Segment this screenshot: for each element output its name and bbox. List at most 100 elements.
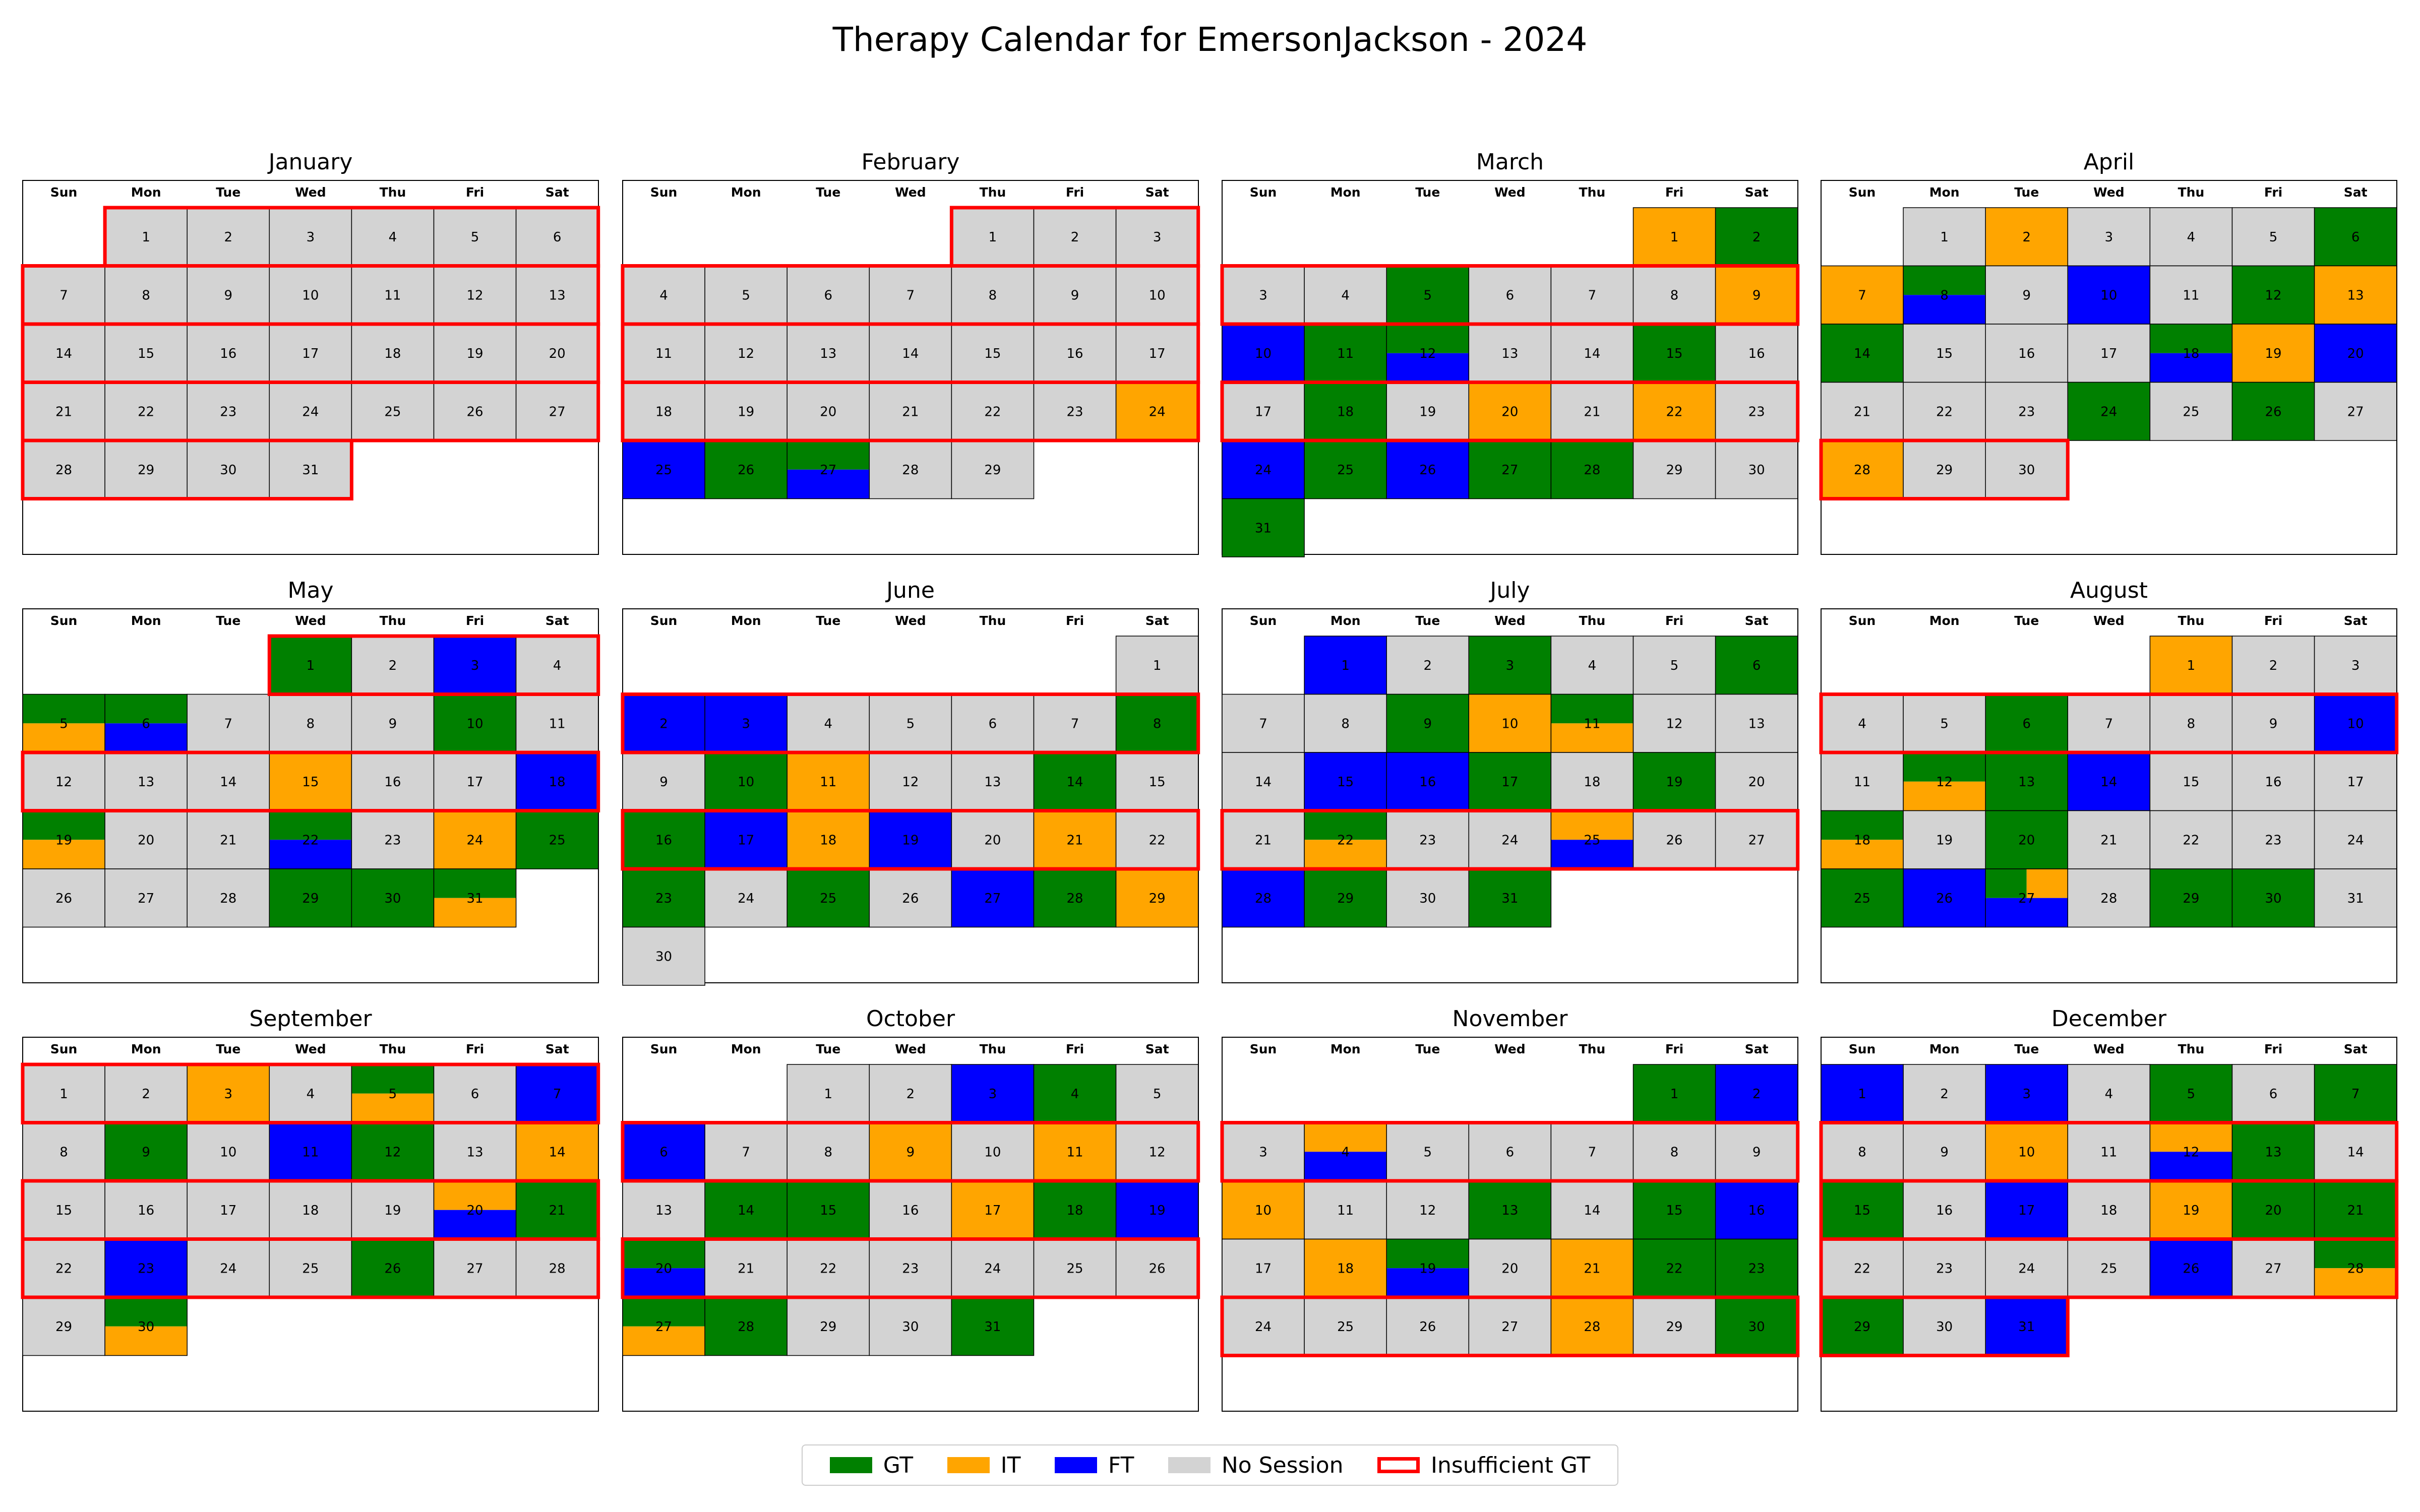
day-cell-july-29: 29 (1304, 868, 1387, 928)
day-number: 30 (138, 1319, 154, 1335)
day-number: 15 (1149, 775, 1166, 790)
month-title-december: December (2051, 1006, 2167, 1032)
day-number: 3 (1259, 1145, 1267, 1160)
no-session-mark (2314, 636, 2397, 695)
no-session-mark (105, 1064, 188, 1123)
day-number: 3 (1506, 658, 1515, 673)
day-number: 28 (2347, 1261, 2364, 1276)
no-session-mark (434, 208, 516, 266)
weekday-label: Tue (816, 613, 840, 628)
no-session-mark (1633, 266, 1716, 324)
session-mark-gt (623, 1297, 705, 1327)
day-cell-may-15: 15 (269, 752, 352, 811)
day-number: 4 (1341, 288, 1350, 303)
session-mark-ft (105, 723, 188, 752)
day-number: 22 (1854, 1261, 1870, 1276)
day-number: 16 (384, 775, 401, 790)
session-mark-gt (1903, 266, 1986, 295)
weekday-label: Thu (1579, 1042, 1606, 1056)
day-number: 27 (549, 404, 566, 419)
session-mark-it (1551, 1239, 1634, 1297)
day-number: 28 (738, 1319, 754, 1335)
day-number: 5 (389, 1087, 397, 1102)
day-cell-may-4: 4 (515, 636, 599, 695)
day-cell-december-8: 8 (1821, 1122, 1904, 1181)
day-number: 10 (2347, 716, 2364, 731)
day-cell-may-8: 8 (269, 694, 352, 753)
day-cell-december-28: 28 (2314, 1238, 2397, 1298)
day-number: 17 (1255, 404, 1272, 419)
weekday-label: Sat (2344, 185, 2368, 200)
day-cell-march-20: 20 (1468, 382, 1552, 441)
session-mark-ft (1903, 295, 1986, 324)
day-cell-july-25: 25 (1550, 810, 1634, 869)
session-mark-it (787, 810, 870, 869)
day-cell-june-24: 24 (704, 868, 788, 928)
weekday-label: Fri (1066, 185, 1084, 200)
day-cell-october-29: 29 (786, 1297, 870, 1356)
day-number: 25 (384, 404, 401, 419)
no-session-mark (951, 694, 1034, 752)
day-cell-august-17: 17 (2314, 752, 2397, 811)
insufficient-gt-outline-september-week-4 (21, 1237, 600, 1299)
no-session-mark (1903, 382, 1986, 440)
session-mark-gt (1304, 810, 1387, 840)
day-number: 6 (1506, 1145, 1515, 1160)
month-title-september: September (249, 1006, 372, 1032)
session-mark-gt (269, 636, 352, 695)
day-number: 13 (467, 1145, 483, 1160)
no-session-mark (105, 440, 188, 499)
session-mark-gt (1034, 752, 1116, 811)
day-cell-april-30: 30 (1985, 440, 2069, 499)
day-number: 19 (1149, 1203, 1166, 1218)
no-session-mark (351, 636, 434, 695)
day-number: 13 (549, 288, 566, 303)
day-cell-february-12: 12 (704, 324, 788, 383)
day-cell-june-12: 12 (869, 752, 952, 811)
no-session-mark (1034, 208, 1116, 266)
session-mark-gt (2150, 324, 2232, 353)
day-number: 26 (384, 1261, 401, 1276)
no-session-mark (23, 752, 105, 811)
day-number: 30 (2018, 463, 2035, 478)
day-number: 8 (307, 716, 315, 731)
day-number: 3 (1153, 230, 1162, 245)
no-session-mark (187, 1239, 270, 1297)
day-number: 8 (989, 288, 997, 303)
day-number: 14 (902, 346, 919, 361)
day-cell-april-15: 15 (1903, 324, 1986, 383)
day-number: 8 (1153, 716, 1162, 731)
insufficient-gt-outline-november-week-5 (1220, 1295, 1800, 1357)
no-session-mark (2232, 1064, 2315, 1123)
day-cell-december-5: 5 (2149, 1064, 2233, 1123)
session-mark-gt (434, 694, 516, 752)
legend-label-no-session: No Session (1221, 1452, 1344, 1478)
day-number: 22 (1337, 833, 1354, 848)
day-number: 14 (1584, 1203, 1600, 1218)
day-number: 24 (1149, 404, 1166, 419)
day-number: 20 (138, 833, 154, 848)
session-mark-it (2314, 266, 2397, 324)
no-session-mark (1551, 382, 1634, 440)
day-cell-october-23: 23 (869, 1238, 952, 1298)
no-session-mark (1903, 440, 1986, 499)
day-cell-february-1: 1 (951, 207, 1035, 267)
no-session-mark (105, 752, 188, 811)
day-cell-may-9: 9 (351, 694, 435, 753)
day-number: 14 (220, 775, 236, 790)
no-session-mark (269, 1239, 352, 1297)
no-session-mark (1386, 1122, 1469, 1181)
day-cell-february-16: 16 (1033, 324, 1117, 383)
day-number: 15 (1854, 1203, 1870, 1218)
day-cell-october-10: 10 (951, 1122, 1035, 1181)
session-mark-gt (1715, 636, 1798, 695)
day-number: 28 (1584, 463, 1600, 478)
day-cell-february-20: 20 (786, 382, 870, 441)
session-mark-gt (1715, 1297, 1798, 1356)
session-mark-it (623, 1326, 705, 1356)
day-cell-january-19: 19 (433, 324, 517, 383)
day-number: 3 (742, 716, 750, 731)
day-cell-february-29: 29 (951, 440, 1035, 499)
no-session-mark (23, 1239, 105, 1297)
no-session-mark (2068, 208, 2150, 266)
